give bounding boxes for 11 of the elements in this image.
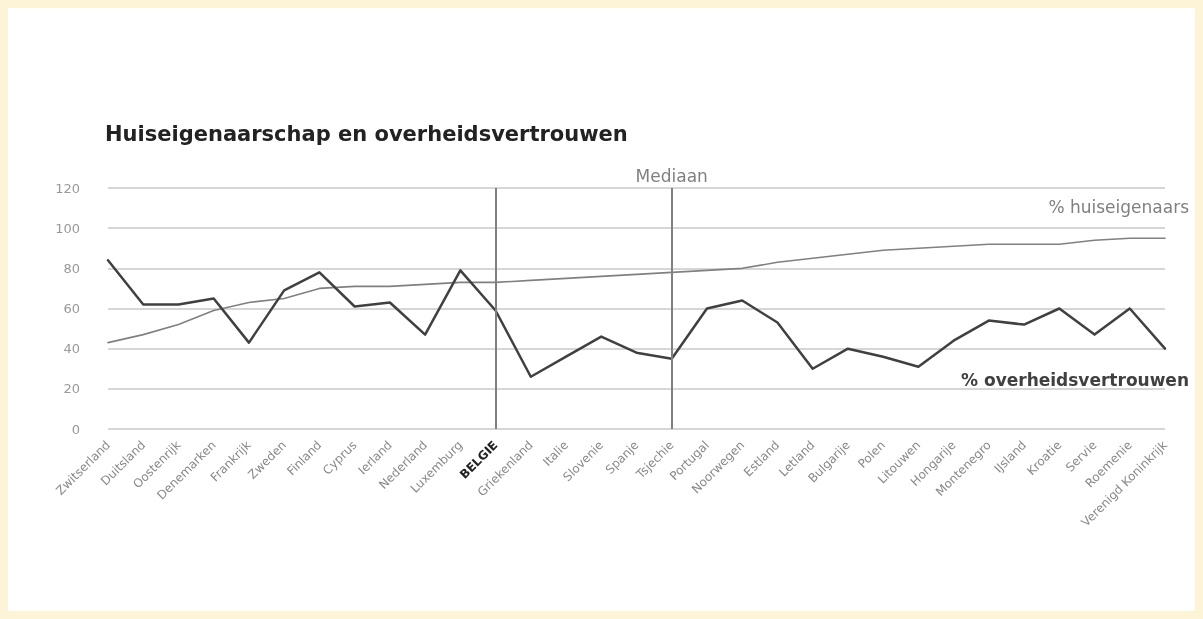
y-tick-label: 120 [55, 180, 80, 196]
series-label: % huiseigenaars [1048, 196, 1190, 217]
y-tick-label: 20 [63, 381, 80, 397]
ref-line-label: Mediaan [635, 165, 708, 186]
chart-title: Huiseigenaarschap en overheidsvertrouwen [105, 121, 628, 146]
y-tick-label: 80 [63, 260, 80, 276]
y-tick-label: 60 [63, 301, 80, 316]
y-tick-label: 0 [71, 421, 80, 437]
y-tick-label: 100 [55, 220, 80, 236]
y-tick-label: 40 [63, 341, 80, 357]
series-label: % overheidsvertrouwen [961, 370, 1189, 391]
